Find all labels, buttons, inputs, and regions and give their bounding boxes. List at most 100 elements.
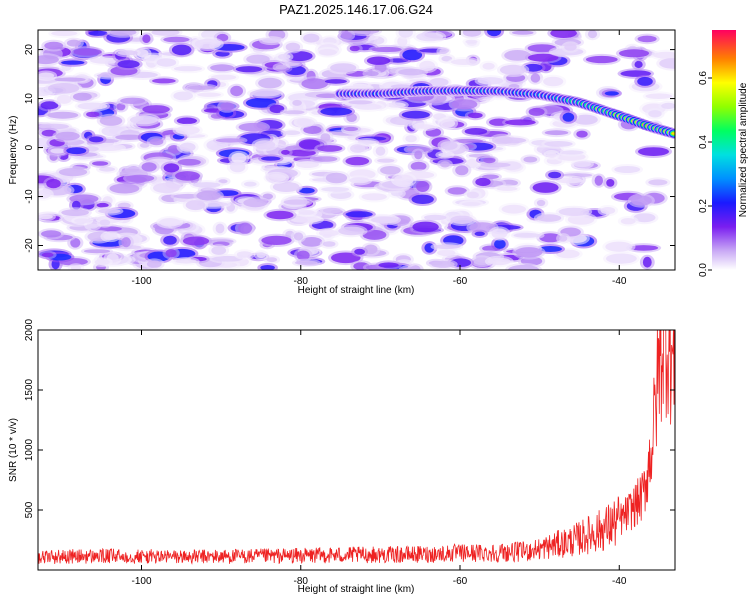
- heatmap-noise-cell: [250, 90, 281, 97]
- heatmap-noise-cell: [254, 140, 276, 150]
- heatmap-noise-cell: [179, 142, 196, 152]
- heatmap-noise-cell: [173, 91, 193, 101]
- heatmap-noise-cell: [512, 30, 534, 35]
- heatmap-noise-cell: [317, 145, 343, 152]
- colorbar-gradient: [712, 30, 736, 270]
- heatmap-noise-cell: [450, 215, 474, 224]
- heatmap-noise-cell: [215, 138, 245, 143]
- heatmap-noise-cell: [266, 173, 287, 182]
- heatmap-noise-cell: [192, 182, 221, 188]
- snr-y-label: SNR (10 * v/v): [8, 418, 19, 482]
- heatmap-noise-cell: [585, 55, 618, 64]
- heatmap-noise-cell: [661, 102, 675, 109]
- colorbar-tick-label: 0.6: [698, 71, 709, 85]
- heatmap-noise-cell: [320, 107, 353, 116]
- heatmap-noise-cell: [47, 83, 80, 94]
- heatmap-noise-cell: [117, 50, 138, 56]
- heatmap-noise-cell: [350, 144, 366, 153]
- heatmap-noise-cell: [559, 150, 584, 155]
- heatmap-noise-cell: [266, 257, 278, 263]
- heatmap-noise-cell: [323, 207, 341, 214]
- heatmap-noise-cell: [292, 99, 302, 106]
- heatmap-noise-cell: [350, 30, 380, 35]
- heatmap-noise-cell: [120, 97, 146, 105]
- heatmap-noise-cell: [491, 228, 508, 239]
- heatmap-noise-cell: [303, 125, 322, 134]
- heatmap-noise-cell: [401, 267, 420, 270]
- heatmap-noise-cell: [455, 165, 469, 176]
- heatmap-noise-cell: [527, 44, 557, 53]
- heatmap-noise-cell: [86, 111, 100, 118]
- heatmap-noise-cell: [482, 62, 495, 70]
- heatmap-noise-cell: [474, 231, 485, 236]
- heatmap-noise-cell: [338, 226, 365, 236]
- heatmap-noise-cell: [246, 54, 270, 64]
- heatmap-noise-cell: [440, 141, 458, 150]
- heatmap-noise-cell: [630, 195, 652, 206]
- heatmap-noise-cell: [109, 30, 137, 36]
- heatmap-noise-cell: [398, 30, 413, 38]
- heatmap-noise-cell: [185, 200, 206, 211]
- heatmap-noise-cell: [394, 174, 414, 186]
- heatmap-noise-cell: [54, 77, 86, 82]
- heatmap-noise-cell: [556, 177, 584, 184]
- spectrogram-y-label: Frequency (Hz): [8, 116, 19, 185]
- heatmap-noise-cell: [165, 249, 177, 258]
- heatmap-noise-cell: [293, 232, 304, 241]
- y-tick-label: 10: [24, 93, 35, 105]
- heatmap-noise-cell: [431, 260, 455, 268]
- heatmap-noise-cell: [487, 257, 511, 266]
- heatmap-noise-cell: [629, 245, 659, 251]
- heatmap-noise-cell: [594, 175, 603, 186]
- heatmap-noise-cell: [536, 199, 546, 207]
- heatmap-noise-cell: [523, 156, 538, 163]
- heatmap-noise-cell: [41, 252, 54, 258]
- y-tick-label: -20: [24, 238, 35, 253]
- heatmap-noise-cell: [73, 48, 102, 56]
- heatmap-noise-cell: [88, 30, 108, 36]
- heatmap-noise-cell: [38, 214, 53, 220]
- heatmap-noise-cell: [99, 115, 123, 126]
- spectrogram-frame: [37, 29, 676, 271]
- heatmap-noise-cell: [56, 94, 72, 104]
- heatmap-noise-cell: [159, 218, 181, 227]
- heatmap-noise-cell: [99, 167, 115, 172]
- heatmap-noise-cell: [296, 250, 310, 261]
- heatmap-noise-cell: [46, 178, 61, 189]
- heatmap-noise-cell: [146, 260, 162, 268]
- heatmap-noise-cell: [410, 161, 427, 171]
- heatmap-noise-cell: [415, 124, 436, 129]
- heatmap-noise-cell: [149, 138, 164, 146]
- y-tick-label: -10: [24, 189, 35, 204]
- heatmap-noise-cell: [129, 115, 158, 125]
- y-tick-label: 1500: [24, 378, 35, 401]
- heatmap-noise-cell: [530, 73, 541, 83]
- heatmap-noise-cell: [501, 204, 526, 214]
- heatmap-noise-cell: [260, 265, 275, 270]
- heatmap-noise-cell: [322, 241, 336, 247]
- heatmap-noise-cell: [505, 119, 536, 126]
- heatmap-noise-cell: [330, 63, 357, 73]
- heatmap-noise-cell: [298, 187, 315, 194]
- heatmap-noise-cell: [349, 177, 370, 184]
- heatmap-noise-cell: [283, 199, 310, 205]
- heatmap-noise-cell: [365, 71, 379, 77]
- heatmap-noise-cell: [177, 158, 201, 166]
- heatmap-noise-cell: [371, 216, 398, 224]
- heatmap-noise-cell: [345, 156, 370, 166]
- heatmap-noise-cell: [504, 50, 531, 61]
- heatmap-noise-cell: [318, 49, 337, 56]
- heatmap-noise-cell: [348, 100, 373, 105]
- heatmap-noise-cell: [412, 221, 439, 233]
- heatmap-noise-cell: [298, 209, 315, 215]
- heatmap-noise-cell: [220, 102, 235, 111]
- heatmap-noise-cell: [153, 182, 180, 194]
- heatmap-noise-cell: [175, 171, 200, 181]
- heatmap-noise-cell: [496, 186, 518, 191]
- heatmap-noise-cell: [606, 253, 637, 264]
- heatmap-noise-cell: [215, 223, 225, 234]
- colorbar-tick-label: 0.2: [698, 199, 709, 213]
- heatmap-noise-cell: [440, 161, 450, 168]
- figure-title: PAZ1.2025.146.17.06.G24: [279, 2, 433, 17]
- heatmap-noise-cell: [272, 181, 300, 192]
